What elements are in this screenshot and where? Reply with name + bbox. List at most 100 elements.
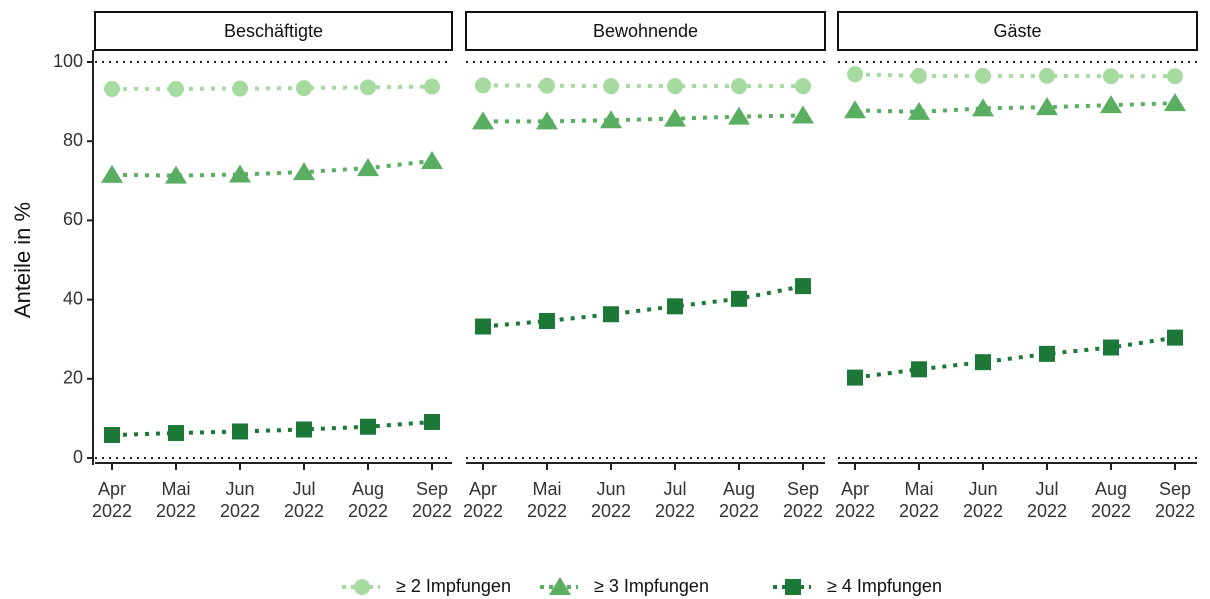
facet-strip [94, 11, 453, 51]
marker [229, 164, 251, 183]
legend-label: ≥ 2 Impfungen [396, 576, 511, 596]
x-tick-label: Sep 2022 [412, 479, 452, 521]
legend-label: ≥ 3 Impfungen [594, 576, 709, 596]
marker [603, 78, 619, 95]
y-tick-label: 0 [73, 447, 83, 467]
marker [421, 151, 443, 169]
marker [847, 66, 863, 83]
marker [1103, 68, 1119, 85]
y-tick-label: 40 [63, 288, 83, 308]
marker [603, 306, 619, 323]
marker [104, 80, 120, 97]
marker [168, 80, 184, 97]
marker [539, 312, 555, 329]
facet-strip [465, 11, 826, 51]
series-line [112, 84, 433, 91]
marker [844, 100, 866, 119]
marker [975, 67, 991, 84]
marker [847, 369, 863, 386]
x-tick-label: Jul 2022 [284, 479, 324, 521]
x-tick-label: Jun 2022 [963, 479, 1003, 521]
marker [911, 361, 927, 378]
x-tick-label: Jun 2022 [220, 479, 260, 521]
x-tick-label: Aug 2022 [1091, 479, 1131, 521]
x-tick-label: Apr 2022 [463, 479, 503, 521]
series-line [111, 159, 433, 178]
marker [360, 418, 376, 435]
marker [1167, 68, 1183, 85]
marker [731, 78, 747, 95]
marker [911, 67, 927, 84]
y-axis-label: Anteile in % [10, 202, 35, 318]
series-line [482, 284, 804, 329]
marker [539, 77, 555, 94]
marker [975, 354, 991, 371]
series-line [854, 335, 1176, 380]
marker [795, 78, 811, 95]
marker [667, 78, 683, 95]
marker [168, 425, 184, 442]
facet-title: Gäste [993, 21, 1041, 41]
marker [360, 79, 376, 96]
marker [667, 298, 683, 315]
series-line [854, 72, 1175, 79]
marker [232, 423, 248, 440]
legend-label: ≥ 4 Impfungen [827, 576, 942, 596]
y-tick-label: 80 [63, 130, 83, 150]
marker [1039, 67, 1055, 84]
series-line [111, 419, 433, 438]
marker [232, 80, 248, 97]
x-tick-label: Apr 2022 [835, 479, 875, 521]
series-line [483, 113, 804, 124]
x-tick-label: Sep 2022 [1155, 479, 1195, 521]
marker [1100, 95, 1122, 114]
marker [792, 105, 814, 124]
marker [908, 101, 930, 120]
x-tick-label: Aug 2022 [348, 479, 388, 521]
marker [600, 110, 622, 129]
marker [549, 577, 571, 595]
marker [1167, 329, 1183, 346]
x-tick-label: Jul 2022 [655, 479, 695, 521]
y-tick-label: 60 [63, 209, 83, 229]
marker [424, 413, 440, 430]
x-tick-label: Jun 2022 [591, 479, 631, 521]
marker [296, 80, 312, 97]
marker [728, 106, 750, 125]
y-tick-label: 20 [63, 368, 83, 388]
marker [424, 78, 440, 95]
facet-title: Bewohnende [593, 21, 698, 41]
marker [1036, 97, 1058, 116]
series-line [854, 101, 1176, 114]
x-tick-label: Mai 2022 [156, 479, 196, 521]
marker [785, 579, 801, 595]
x-tick-label: Sep 2022 [783, 479, 823, 521]
marker [664, 108, 686, 127]
marker [165, 165, 187, 184]
marker [972, 98, 994, 117]
marker [296, 421, 312, 438]
marker [357, 158, 379, 177]
marker [472, 111, 494, 130]
marker [293, 162, 315, 181]
facet-title: Beschäftigte [224, 21, 323, 41]
x-tick-label: Mai 2022 [899, 479, 939, 521]
marker [1103, 339, 1119, 356]
marker [731, 290, 747, 307]
series-line [482, 83, 803, 89]
x-tick-label: Jul 2022 [1027, 479, 1067, 521]
marker [1039, 345, 1055, 362]
x-tick-label: Aug 2022 [719, 479, 759, 521]
marker [104, 427, 120, 444]
marker [354, 579, 370, 595]
y-tick-label: 100 [53, 51, 83, 71]
marker [475, 77, 491, 94]
marker [475, 318, 491, 335]
marker [536, 111, 558, 130]
x-tick-label: Mai 2022 [527, 479, 567, 521]
x-tick-label: Apr 2022 [92, 479, 132, 521]
marker [101, 164, 123, 183]
facet-strip [837, 11, 1198, 51]
marker [795, 278, 811, 295]
